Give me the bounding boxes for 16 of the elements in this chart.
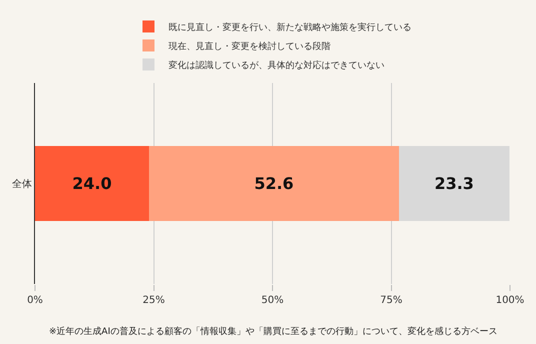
legend-label: 変化は認識しているが、具体的な対応はできていない: [168, 60, 384, 71]
legend-label: 現在、見直し・変更を検討している段階: [168, 40, 330, 52]
x-tick-label: 50%: [261, 295, 284, 306]
x-tick-label: 100%: [496, 295, 524, 306]
text: ※近年の生成AIの普及による顧客の「情報収集」や「購買に至るまでの行動」について、変化を感じる方ベース: [49, 326, 498, 337]
bar: [149, 146, 399, 222]
x-tick-label: 0%: [27, 295, 43, 306]
data-label: 52.6: [254, 174, 294, 193]
y-tick-label: 全体: [12, 178, 32, 190]
legend-label: 既に見直し・変更を行い、新たな戦略や施策を実行している: [168, 22, 412, 33]
bar: [398, 146, 510, 222]
x-tick-label: 25%: [142, 295, 165, 306]
data-label: 24.0: [72, 174, 112, 193]
bar: [35, 146, 149, 222]
data-label: 23.3: [434, 174, 474, 193]
x-tick-label: 75%: [380, 295, 402, 306]
